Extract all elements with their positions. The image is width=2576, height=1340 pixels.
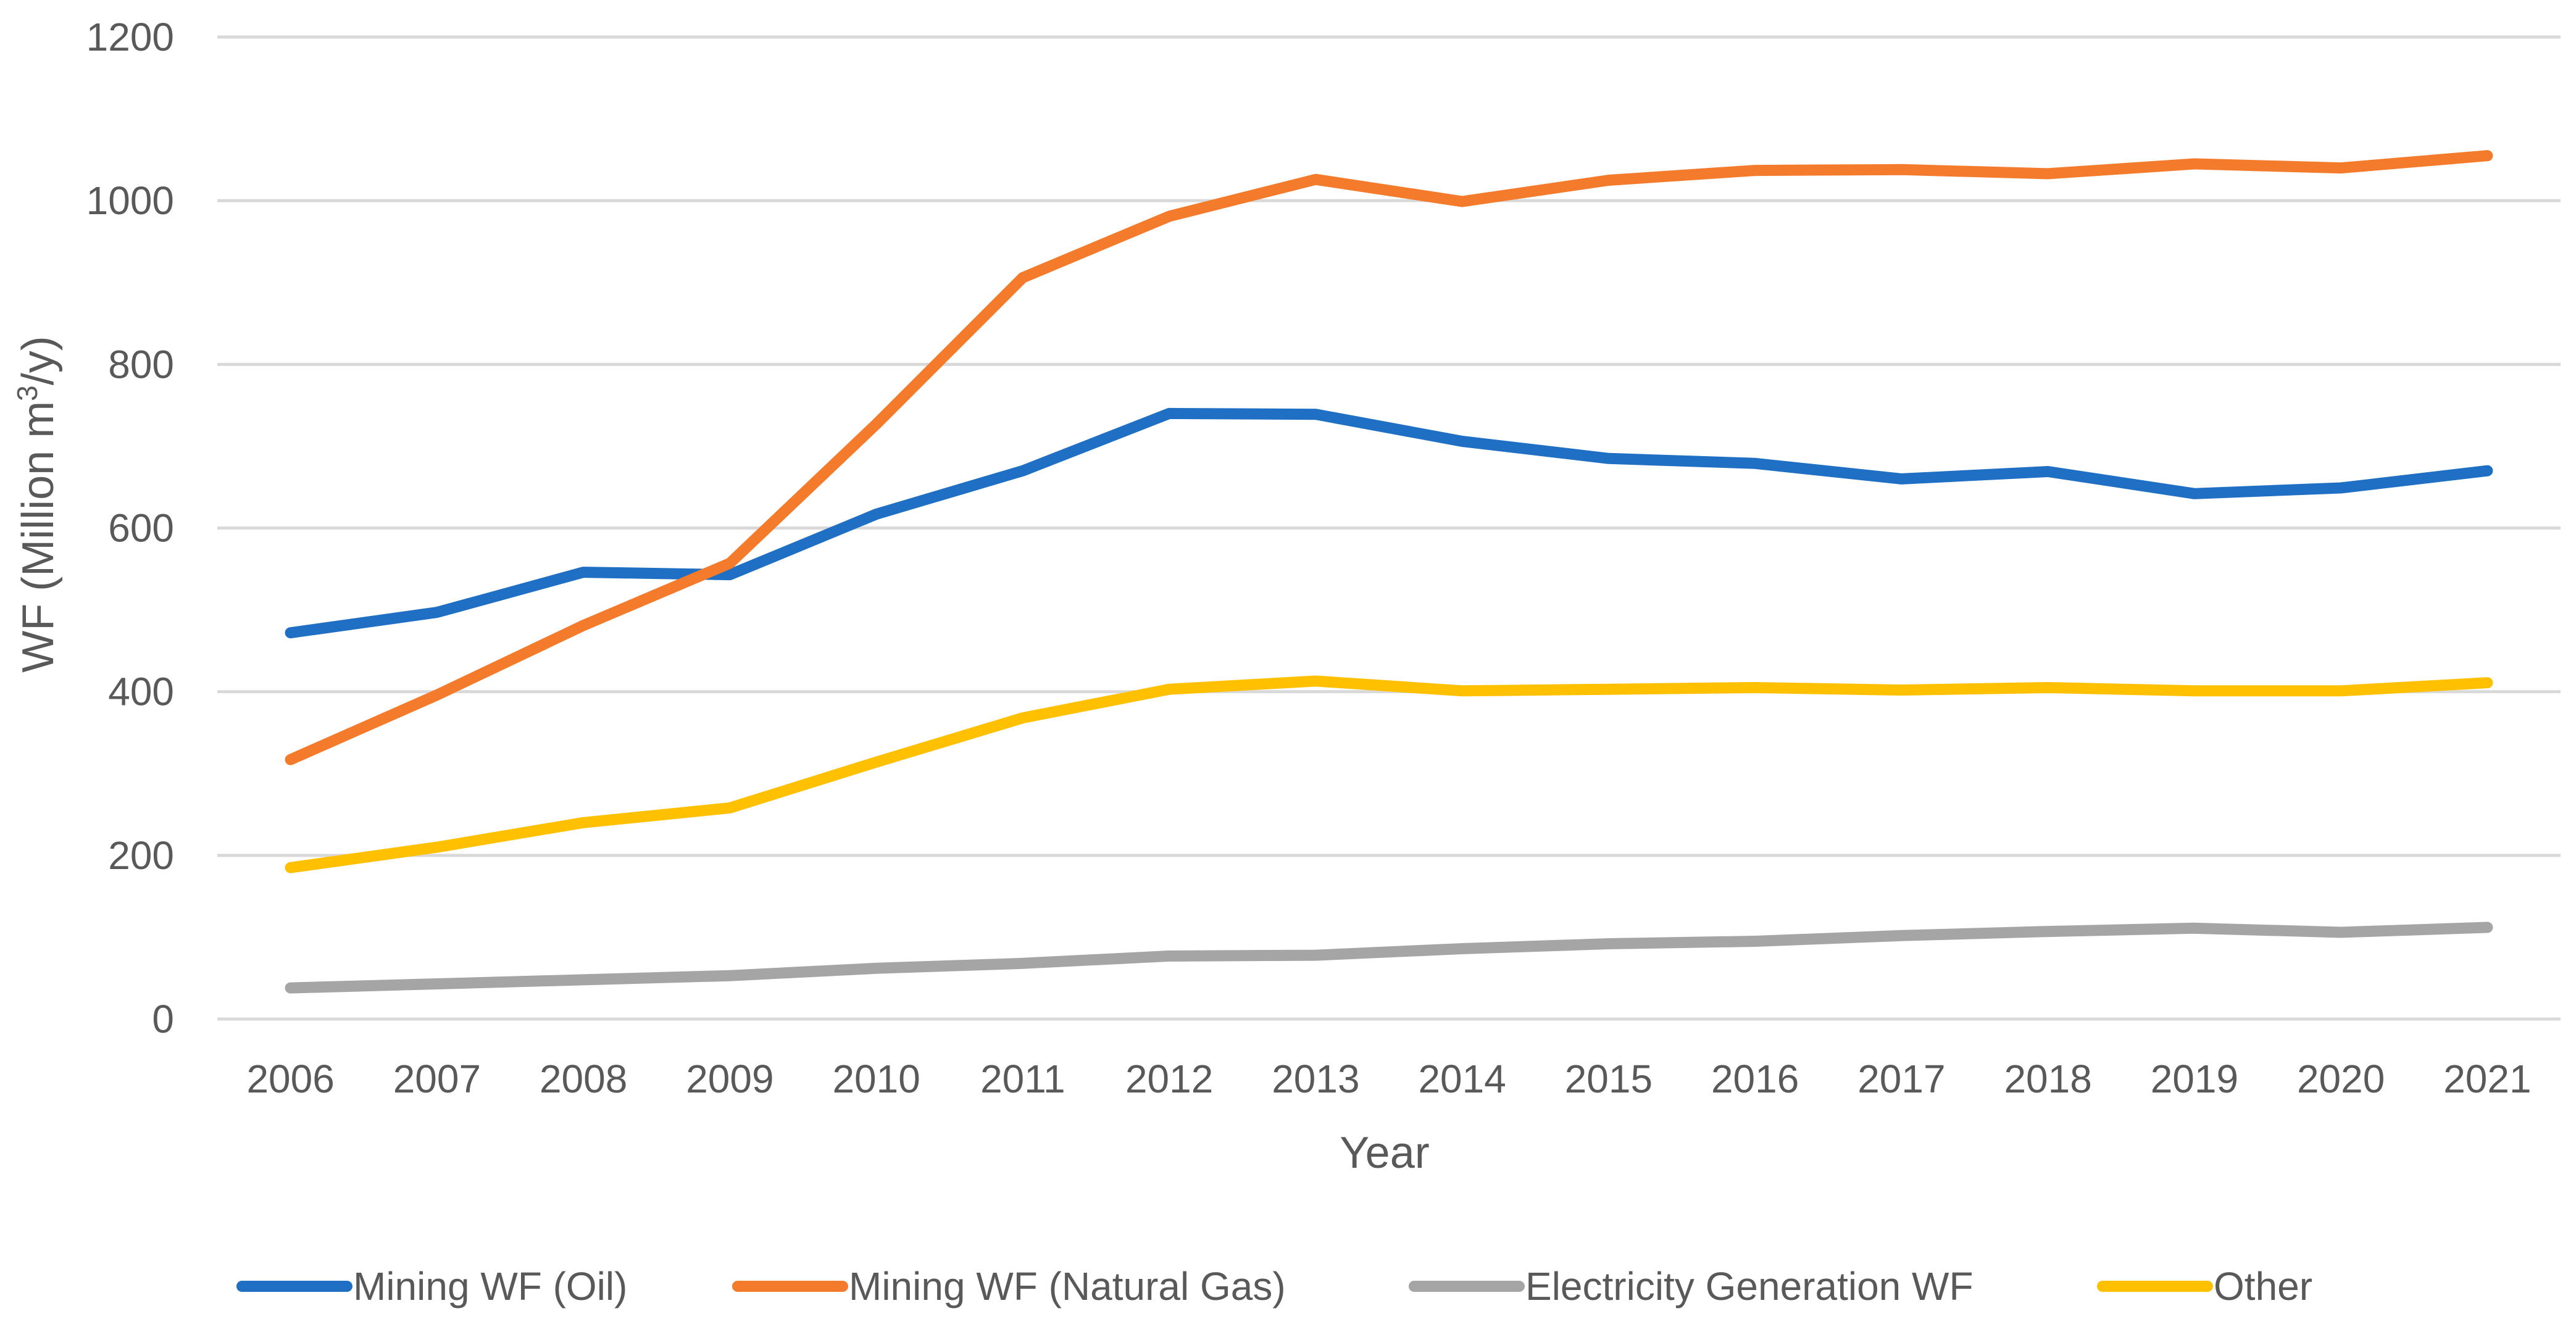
legend-label: Mining WF (Oil) [353,1264,627,1309]
x-tick-label: 2018 [2004,1057,2091,1101]
x-tick-label: 2012 [1125,1057,1213,1101]
y-tick-label: 200 [108,833,174,878]
series-line [285,675,2493,873]
y-tick-label: 1200 [86,15,174,59]
legend-label: Electricity Generation WF [1525,1264,1974,1309]
x-tick-label: 2016 [1711,1057,1799,1101]
y-axis-title: WF (Million m3/y) [11,336,63,673]
y-axis-ticks: 0 200 400 600 800 1000 1200 [86,15,174,1041]
y-tick-label: 600 [108,506,174,551]
x-tick-label: 2009 [686,1057,773,1101]
x-tick-label: 2011 [980,1057,1065,1101]
series-line [285,407,2493,639]
x-tick-label: 2017 [1857,1057,1945,1101]
x-tick-label: 2006 [246,1057,334,1101]
x-tick-label: 2013 [1272,1057,1359,1101]
series-lines [285,150,2493,994]
y-tick-label: 400 [108,670,174,714]
x-axis-title: Year [1340,1128,1429,1178]
series-line [285,922,2493,994]
legend-label: Other [2214,1264,2312,1309]
x-tick-label: 2015 [1565,1057,1653,1101]
series-line [285,150,2493,765]
legend-label: Mining WF (Natural Gas) [849,1264,1286,1309]
gridlines [217,35,2561,1021]
y-tick-label: 1000 [86,178,174,223]
x-tick-label: 2008 [540,1057,627,1101]
x-axis-ticks: 2006 2007 2008 2009 2010 2011 2012 2013 2014 2015… [246,1057,2531,1101]
x-tick-label: 2019 [2151,1057,2238,1101]
x-tick-label: 2010 [832,1057,920,1101]
x-tick-label: 2014 [1418,1057,1506,1101]
y-tick-label: 0 [152,997,174,1041]
x-tick-label: 2021 [2443,1057,2531,1101]
x-tick-label: 2007 [393,1057,481,1101]
legend: Mining WF (Oil) Mining WF (Natural Gas) El… [236,1264,2312,1309]
y-tick-label: 800 [108,342,174,386]
x-tick-label: 2020 [2297,1057,2385,1101]
